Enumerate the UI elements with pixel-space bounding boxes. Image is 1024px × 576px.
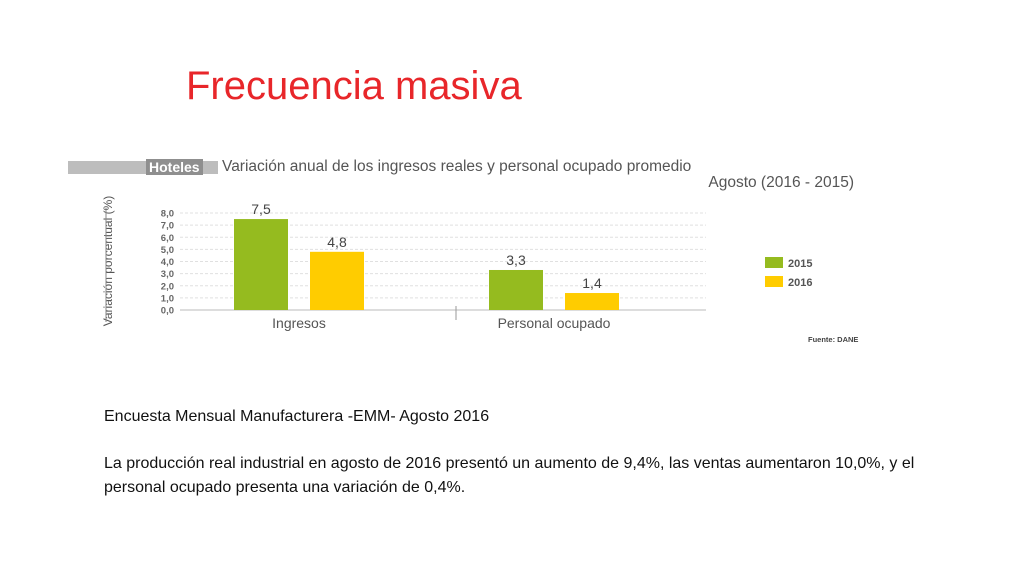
legend-label: 2015	[788, 258, 812, 270]
y-tick-label: 7,0	[161, 221, 174, 232]
x-category-label: Personal ocupado	[498, 315, 611, 331]
bar-2015-ingresos	[234, 219, 288, 310]
y-tick-label: 1,0	[161, 293, 174, 304]
summary-paragraph: La producción real industrial en agosto …	[104, 455, 915, 496]
x-category-label: Ingresos	[272, 315, 326, 331]
chart-title: Variación anual de los ingresos reales y…	[222, 158, 692, 175]
y-tick-label: 6,0	[161, 233, 174, 244]
slide-title: Frecuencia masiva	[186, 64, 522, 108]
y-tick-label: 3,0	[161, 269, 174, 280]
y-tick-label: 0,0	[161, 306, 174, 317]
legend-swatch-2015	[765, 257, 783, 268]
y-tick-label: 2,0	[161, 281, 174, 292]
data-label: 7,5	[251, 201, 271, 217]
data-label: 3,3	[506, 252, 526, 268]
y-tick-label: 8,0	[161, 209, 174, 220]
bar-2016-ingresos	[310, 251, 364, 310]
y-axis-title: Variación porcentual (%)	[101, 196, 115, 326]
bar-chart: Variación porcentual (%) 0,0 1,02,03,04,05…	[101, 196, 858, 344]
bar-2016-personal-ocupado	[565, 293, 619, 310]
chart-category-tag: Hoteles	[146, 159, 203, 175]
y-tick-label: 5,0	[161, 245, 174, 256]
chart-header: Hoteles Variación anual de los ingresos …	[68, 158, 868, 192]
data-label: 1,4	[582, 275, 602, 291]
source-note: Fuente: DANE	[808, 335, 858, 344]
y-tick-label: 4,0	[161, 257, 174, 268]
legend-swatch-2016	[765, 276, 783, 287]
bar-2015-personal-ocupado	[489, 269, 543, 310]
data-label: 4,8	[327, 234, 347, 250]
survey-title: Encuesta Mensual Manufacturera -EMM- Ago…	[104, 408, 490, 425]
legend-label: 2016	[788, 277, 812, 289]
chart-subtitle: Agosto (2016 - 2015)	[708, 174, 854, 191]
